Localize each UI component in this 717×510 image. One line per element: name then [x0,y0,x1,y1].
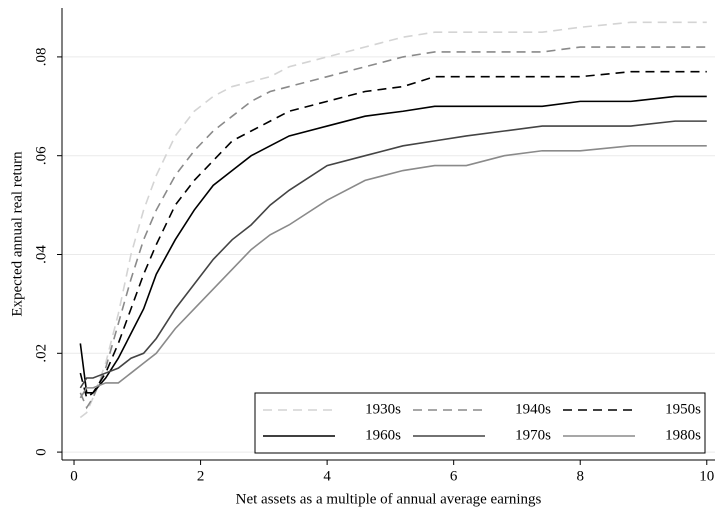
y-tick-label: .02 [33,344,49,363]
y-tick-label: .04 [33,245,49,264]
legend-label: 1930s [365,401,401,417]
y-tick-label: 0 [33,448,49,456]
legend-box [254,392,706,454]
series-line [79,46,707,410]
series-line [79,70,707,400]
series-line [79,145,707,399]
y-tick-label: .06 [33,146,49,165]
x-tick-label: 8 [576,468,584,484]
series-line [79,95,707,394]
x-tick-label: 0 [70,468,78,484]
x-tick-label: 4 [323,468,331,484]
legend-label: 1980s [665,427,701,443]
legend-label: 1950s [665,401,701,417]
series-line [79,120,707,389]
series-line [79,21,707,419]
x-axis-label: Net assets as a multiple of annual avera… [236,491,542,507]
y-axis-label: Expected annual real return [9,151,25,317]
legend-label: 1970s [515,427,551,443]
y-tick-label: .08 [33,48,49,67]
legend-label: 1960s [365,427,401,443]
x-tick-label: 10 [699,468,714,484]
x-tick-label: 2 [197,468,205,484]
x-tick-label: 6 [450,468,458,484]
legend-label: 1940s [515,401,551,417]
